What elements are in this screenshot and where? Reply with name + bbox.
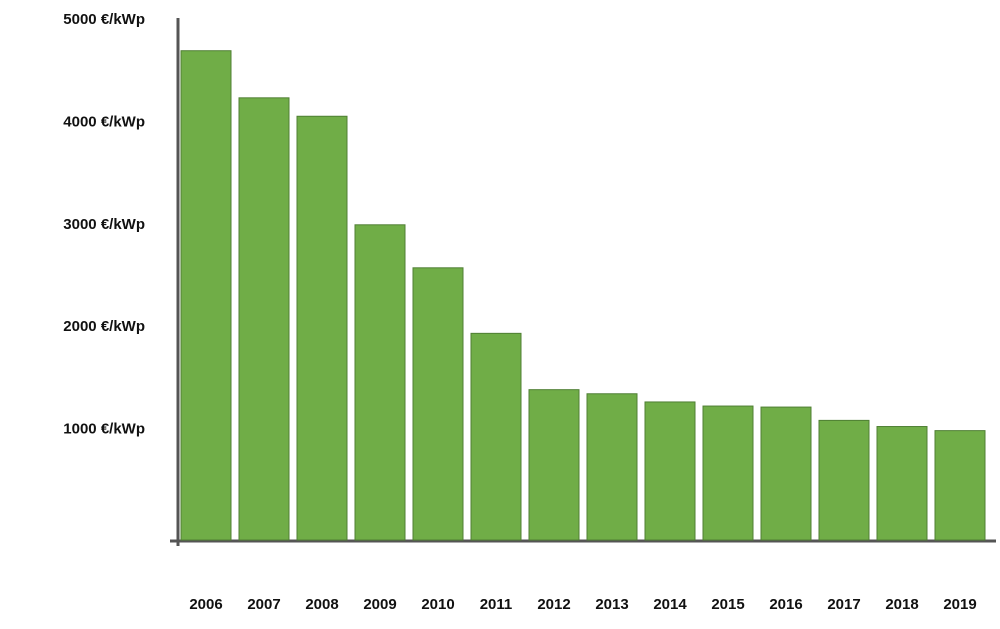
bar bbox=[470, 332, 522, 541]
bar bbox=[354, 224, 406, 541]
bar bbox=[586, 393, 638, 541]
y-tick-label: 3000 €/kWp bbox=[63, 216, 145, 233]
x-tick-label: 2007 bbox=[247, 596, 280, 613]
x-tick-label: 2014 bbox=[653, 596, 687, 613]
y-tick-label: 5000 €/kWp bbox=[63, 11, 145, 28]
x-tick-label: 2010 bbox=[421, 596, 454, 613]
x-tick-label: 2019 bbox=[943, 596, 976, 613]
x-tick-label: 2017 bbox=[827, 596, 860, 613]
bar bbox=[180, 50, 232, 541]
x-tick-label: 2011 bbox=[480, 596, 513, 613]
bar bbox=[644, 401, 696, 541]
bar bbox=[818, 419, 870, 541]
bar bbox=[934, 430, 986, 541]
y-tick-label: 4000 €/kWp bbox=[63, 113, 145, 130]
x-tick-label: 2006 bbox=[189, 596, 222, 613]
y-tick-label: 1000 €/kWp bbox=[63, 421, 145, 438]
y-tick-label: 2000 €/kWp bbox=[63, 318, 145, 335]
bar bbox=[238, 97, 290, 541]
bar bbox=[528, 389, 580, 541]
x-tick-label: 2016 bbox=[769, 596, 802, 613]
x-tick-label: 2008 bbox=[305, 596, 338, 613]
x-tick-label: 2009 bbox=[363, 596, 396, 613]
bar bbox=[702, 405, 754, 541]
bar bbox=[876, 426, 928, 541]
x-tick-label: 2018 bbox=[885, 596, 918, 613]
bar bbox=[760, 406, 812, 541]
x-tick-label: 2012 bbox=[537, 596, 570, 613]
bar bbox=[412, 267, 464, 541]
bar bbox=[296, 115, 348, 541]
x-tick-label: 2013 bbox=[595, 596, 628, 613]
x-tick-label: 2015 bbox=[711, 596, 744, 613]
